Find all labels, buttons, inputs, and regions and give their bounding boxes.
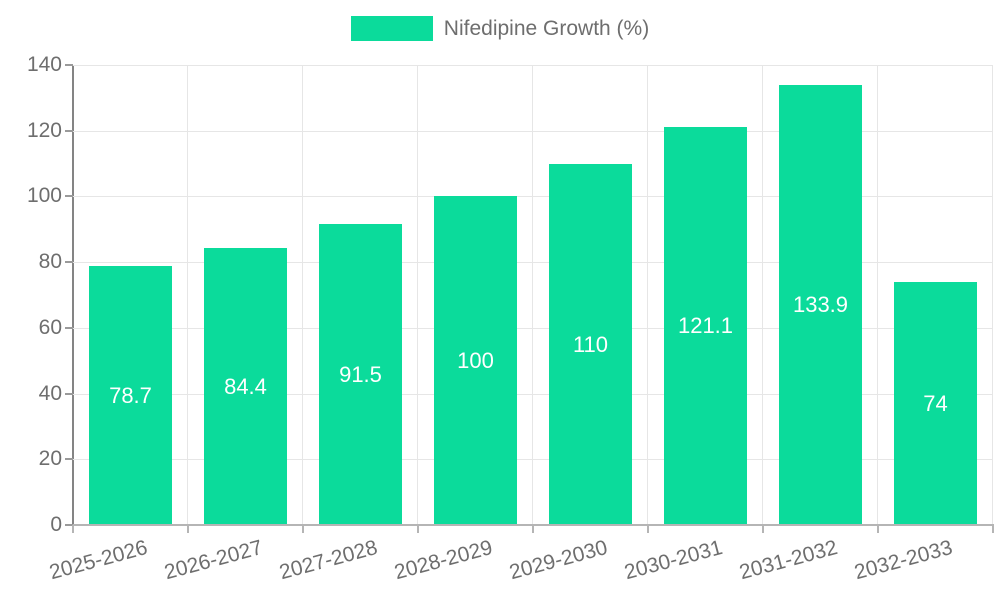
x-axis-tick <box>992 525 994 533</box>
gridline-vertical <box>647 65 648 525</box>
gridline-vertical <box>187 65 188 525</box>
bar[interactable]: 133.9 <box>779 85 862 525</box>
gridline-vertical <box>877 65 878 525</box>
x-axis-tick <box>417 525 419 533</box>
bar[interactable]: 110 <box>549 164 632 525</box>
bar[interactable]: 78.7 <box>89 266 172 525</box>
legend-swatch <box>350 16 433 41</box>
gridline-horizontal <box>73 196 993 197</box>
gridline-horizontal <box>73 328 993 329</box>
gridline-vertical <box>417 65 418 525</box>
bar[interactable]: 84.4 <box>204 248 287 525</box>
legend[interactable]: Nifedipine Growth (%) <box>0 16 1000 41</box>
y-axis-tick <box>65 130 73 132</box>
x-axis-tick <box>72 525 74 533</box>
x-axis-tick <box>532 525 534 533</box>
gridline-horizontal <box>73 65 993 66</box>
bar-value-label: 84.4 <box>224 373 267 399</box>
x-axis-tick <box>302 525 304 533</box>
bar[interactable]: 100 <box>434 196 517 525</box>
x-axis-tick <box>187 525 189 533</box>
y-axis-tick <box>65 261 73 263</box>
x-axis-tick <box>647 525 649 533</box>
bar[interactable]: 74 <box>894 282 977 525</box>
bar-value-label: 91.5 <box>339 361 382 387</box>
y-axis-tick-label: 100 <box>26 184 62 207</box>
gridline-horizontal <box>73 459 993 460</box>
x-axis-tick <box>877 525 879 533</box>
x-axis-tick <box>762 525 764 533</box>
bar[interactable]: 91.5 <box>319 224 402 525</box>
bar-value-label: 121.1 <box>677 313 734 338</box>
y-axis-tick <box>65 524 73 526</box>
y-axis-tick-label: 120 <box>26 119 62 142</box>
gridline-horizontal <box>73 394 993 395</box>
gridline-horizontal <box>73 262 993 263</box>
y-axis-tick-label: 0 <box>50 513 62 536</box>
gridline-vertical <box>762 65 763 525</box>
y-axis-tick <box>65 64 73 66</box>
bar-value-label: 74 <box>923 390 948 416</box>
y-axis-line <box>72 65 74 525</box>
bar-value-label: 100 <box>457 347 494 373</box>
y-axis-tick <box>65 195 73 197</box>
y-axis-tick <box>65 458 73 460</box>
y-axis-tick-label: 140 <box>26 53 62 76</box>
plot-area: 78.7 84.4 91.5 100 110 121.1 133.9 74 <box>73 65 993 525</box>
y-axis-tick-label: 20 <box>38 447 62 470</box>
gridline-vertical <box>992 65 993 525</box>
bar[interactable]: 121.1 <box>664 127 747 525</box>
gridline-vertical <box>532 65 533 525</box>
bar-value-label: 78.7 <box>109 382 152 408</box>
y-axis-tick-label: 40 <box>38 382 62 405</box>
bar-value-label: 133.9 <box>792 292 849 317</box>
gridline-horizontal <box>73 131 993 132</box>
y-axis-tick <box>65 327 73 329</box>
legend-label: Nifedipine Growth (%) <box>443 16 650 40</box>
y-axis-tick-label: 80 <box>38 250 62 273</box>
y-axis-tick-label: 60 <box>38 316 62 339</box>
bar-value-label: 110 <box>572 331 609 357</box>
gridline-vertical <box>302 65 303 525</box>
y-axis-tick <box>65 393 73 395</box>
